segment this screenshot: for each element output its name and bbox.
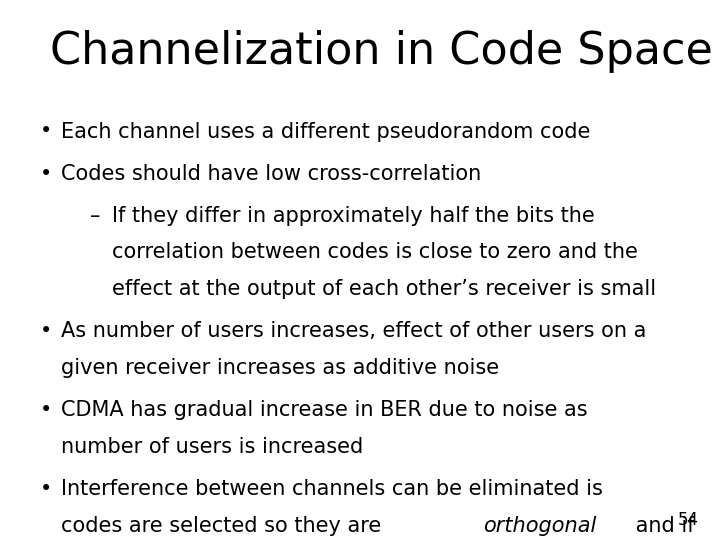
Text: CDMA has gradual increase in BER due to noise as: CDMA has gradual increase in BER due to …	[61, 400, 588, 420]
Text: Codes should have low cross-correlation: Codes should have low cross-correlation	[61, 164, 482, 184]
Text: Interference between channels can be eliminated is: Interference between channels can be eli…	[61, 479, 603, 499]
Text: effect at the output of each other’s receiver is small: effect at the output of each other’s rec…	[112, 279, 656, 299]
Text: If they differ in approximately half the bits the: If they differ in approximately half the…	[112, 206, 594, 226]
Text: number of users is increased: number of users is increased	[61, 437, 364, 457]
Text: •: •	[40, 164, 52, 184]
Text: and if: and if	[629, 516, 695, 536]
Text: orthogonal: orthogonal	[483, 516, 596, 536]
Text: •: •	[40, 479, 52, 499]
Text: correlation between codes is close to zero and the: correlation between codes is close to ze…	[112, 242, 637, 262]
Text: 54: 54	[678, 511, 698, 529]
Text: •: •	[40, 400, 52, 420]
Text: •: •	[40, 321, 52, 341]
Text: given receiver increases as additive noise: given receiver increases as additive noi…	[61, 358, 500, 378]
Text: •: •	[40, 122, 52, 141]
Text: Each channel uses a different pseudorandom code: Each channel uses a different pseudorand…	[61, 122, 590, 141]
Text: –: –	[90, 206, 100, 226]
Text: Channelization in Code Space: Channelization in Code Space	[50, 30, 714, 73]
Text: codes are selected so they are: codes are selected so they are	[61, 516, 388, 536]
Text: As number of users increases, effect of other users on a: As number of users increases, effect of …	[61, 321, 647, 341]
